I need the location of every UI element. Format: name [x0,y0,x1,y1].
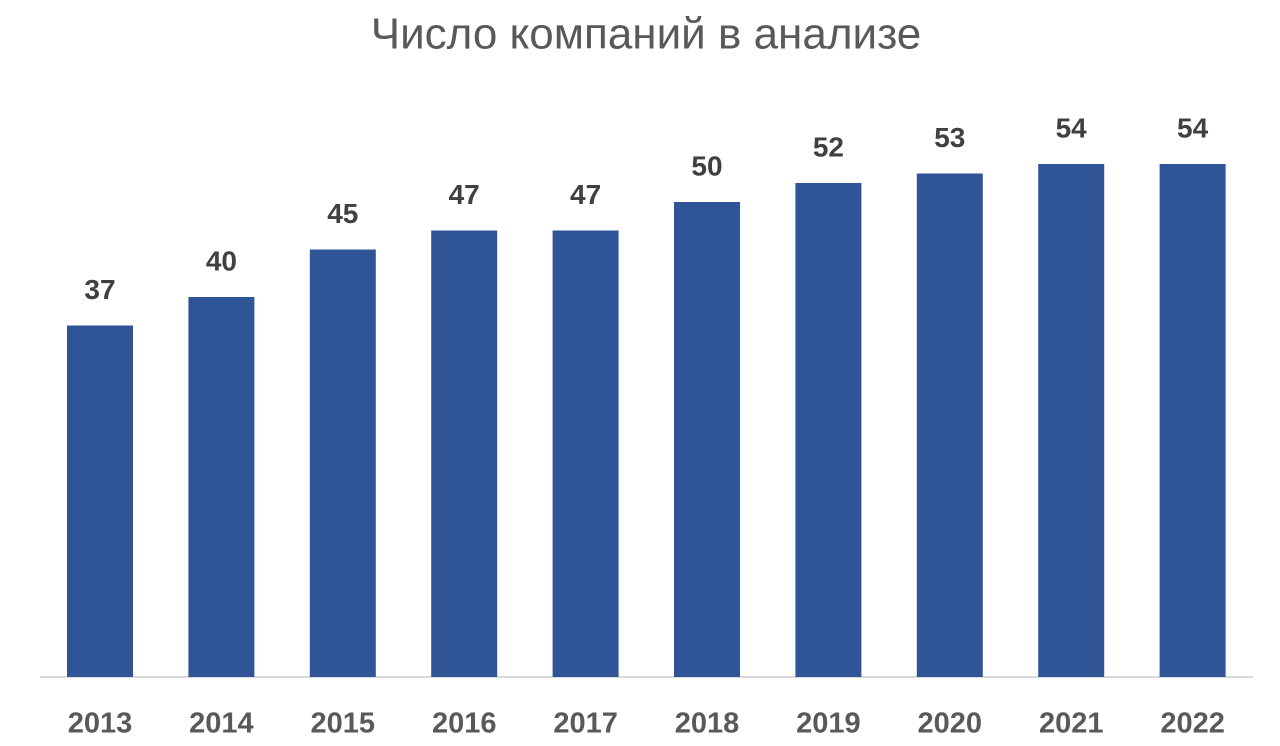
data-label: 47 [449,179,480,210]
data-label: 54 [1056,112,1088,143]
data-label: 52 [813,131,844,162]
data-label: 40 [206,245,237,276]
x-tick-label: 2019 [796,708,861,740]
x-tick-label: 2015 [311,708,376,740]
data-label: 50 [691,150,722,181]
data-label: 47 [570,179,601,210]
bar [674,202,740,677]
x-tick-label: 2018 [675,708,740,740]
x-tick-label: 2022 [1160,708,1225,740]
bar [309,249,376,677]
bar [916,173,983,677]
bar [795,183,862,677]
bar [188,297,255,677]
data-label: 53 [934,122,965,153]
x-tick-label: 2021 [1039,708,1104,740]
x-tick-label: 2014 [189,708,254,740]
bar [431,230,498,677]
bar [1159,164,1226,677]
bar [67,325,133,677]
data-label: 37 [84,274,115,305]
data-label: 45 [327,198,358,229]
x-tick-label: 2013 [68,708,133,740]
bar [1038,164,1105,677]
chart-title: Число компаний в анализе [371,10,921,59]
x-tick-label: 2016 [432,708,497,740]
bar [552,230,619,677]
x-tick-label: 2020 [918,708,983,740]
data-label: 54 [1177,112,1209,143]
x-tick-label: 2017 [553,708,618,740]
